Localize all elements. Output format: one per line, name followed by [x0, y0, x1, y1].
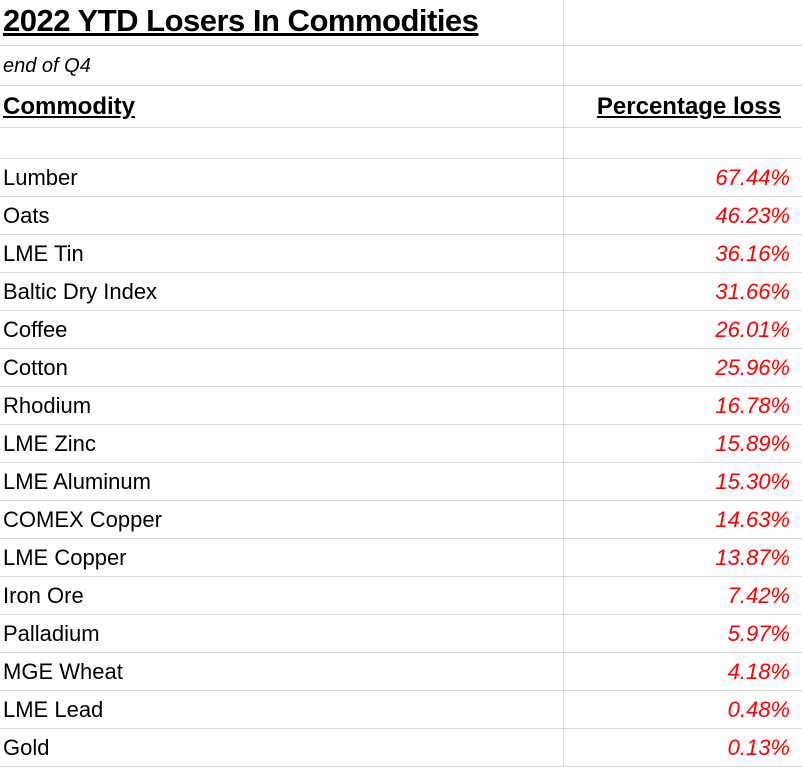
table-row: Oats 46.23% [0, 197, 802, 235]
sheet-subtitle: end of Q4 [3, 55, 91, 77]
table-row: Iron Ore 7.42% [0, 577, 802, 615]
commodity-name: Iron Ore [3, 583, 84, 608]
sheet-title: 2022 YTD Losers In Commodities [3, 3, 479, 38]
table-row: COMEX Copper 14.63% [0, 501, 802, 539]
commodity-name: LME Copper [3, 545, 127, 570]
subtitle-row: end of Q4 [0, 46, 802, 86]
commodity-name: Palladium [3, 621, 100, 646]
commodity-name: COMEX Copper [3, 507, 162, 532]
percentage-loss-value: 25.96% [715, 355, 790, 380]
commodity-name: LME Tin [3, 241, 84, 266]
commodity-name: LME Aluminum [3, 469, 151, 494]
table-row: Cotton 25.96% [0, 349, 802, 387]
title-row: 2022 YTD Losers In Commodities [0, 0, 802, 46]
header-row: Commodity Percentage loss [0, 86, 802, 128]
commodity-name: LME Zinc [3, 431, 96, 456]
percentage-loss-value: 13.87% [715, 545, 790, 570]
table-row: LME Zinc 15.89% [0, 425, 802, 463]
commodity-name: MGE Wheat [3, 659, 123, 684]
percentage-loss-value: 36.16% [715, 241, 790, 266]
percentage-loss-value: 14.63% [715, 507, 790, 532]
table-row: MGE Wheat 4.18% [0, 653, 802, 691]
table-row: LME Copper 13.87% [0, 539, 802, 577]
table-row: Palladium 5.97% [0, 615, 802, 653]
commodity-name: Cotton [3, 355, 68, 380]
percentage-loss-value: 46.23% [715, 203, 790, 228]
table-row: LME Aluminum 15.30% [0, 463, 802, 501]
percentage-loss-value: 0.48% [727, 697, 790, 722]
commodity-name: Baltic Dry Index [3, 279, 158, 304]
table-row: Coffee 26.01% [0, 311, 802, 349]
commodity-name: LME Lead [3, 697, 104, 722]
commodity-name: Lumber [3, 165, 78, 190]
percentage-loss-header: Percentage loss [596, 93, 781, 120]
percentage-loss-value: 26.01% [715, 317, 790, 342]
commodity-name: Gold [3, 735, 50, 760]
table-row: Lumber 67.44% [0, 159, 802, 197]
commodity-header: Commodity [3, 93, 135, 120]
commodity-name: Rhodium [3, 393, 92, 418]
percentage-loss-value: 67.44% [715, 165, 790, 190]
percentage-loss-value: 16.78% [715, 393, 790, 418]
table-row: Gold 0.13% [0, 729, 802, 767]
table-row: Rhodium 16.78% [0, 387, 802, 425]
percentage-loss-value: 15.89% [715, 431, 790, 456]
percentage-loss-value: 5.97% [727, 621, 790, 646]
table-row: LME Tin 36.16% [0, 235, 802, 273]
percentage-loss-value: 31.66% [715, 279, 790, 304]
percentage-loss-value: 4.18% [727, 659, 790, 684]
table-row: Baltic Dry Index 31.66% [0, 273, 802, 311]
blank-row [0, 128, 802, 159]
column-divider [563, 0, 564, 766]
commodity-name: Coffee [3, 317, 68, 342]
commodity-name: Oats [3, 203, 50, 228]
table-row: LME Lead 0.48% [0, 691, 802, 729]
percentage-loss-value: 7.42% [727, 583, 790, 608]
percentage-loss-value: 15.30% [715, 469, 790, 494]
percentage-loss-value: 0.13% [727, 735, 790, 760]
